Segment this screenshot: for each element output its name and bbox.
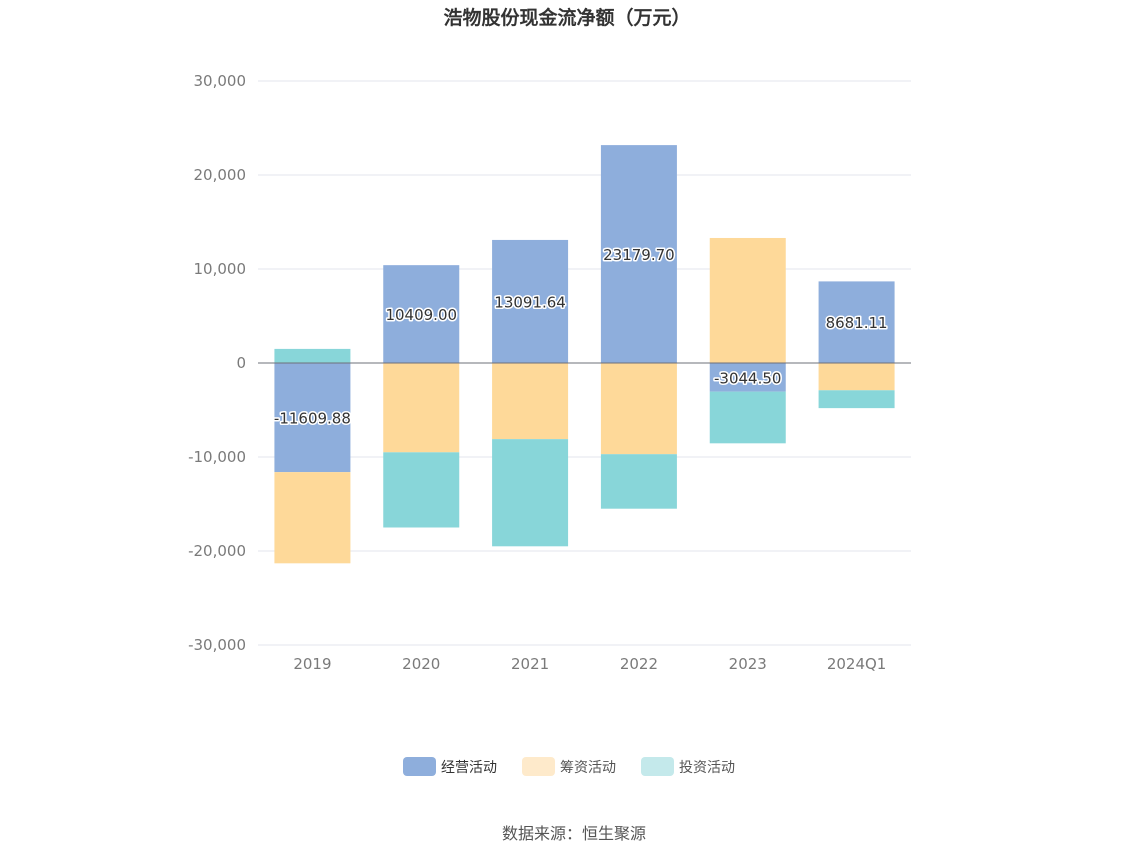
- bar-investing: [274, 348, 351, 363]
- y-tick-label: -30,000: [188, 636, 246, 654]
- data-source: 数据来源：恒生聚源: [502, 824, 646, 843]
- y-axis: 30,000 20,000 10,000 0 -10,000 -20,000 -30,000: [188, 72, 246, 654]
- legend-swatch[interactable]: [522, 757, 555, 776]
- data-label: 8681.11: [826, 314, 888, 332]
- bar-operating: [600, 145, 677, 363]
- x-tick-label: 2020: [402, 655, 440, 673]
- data-labels: -11609.88 10409.00 13091.64 23179.70 -3044.5…: [272, 245, 889, 430]
- bar-series: [274, 145, 895, 564]
- y-tick-label: 10,000: [194, 260, 247, 278]
- bar-operating: [274, 363, 351, 473]
- bar-operating: [818, 281, 895, 363]
- data-label: 13091.64: [494, 293, 566, 311]
- data-label: -11609.88: [274, 410, 351, 428]
- y-tick-label: -20,000: [188, 542, 246, 560]
- bar-investing: [709, 391, 786, 444]
- y-tick-label: 30,000: [194, 72, 247, 90]
- x-tick-label: 2021: [511, 655, 549, 673]
- x-tick-label: 2022: [620, 655, 658, 673]
- data-label: 10409.00: [385, 306, 457, 324]
- bar-operating: [383, 265, 460, 363]
- x-tick-label: 2024Q1: [827, 655, 887, 673]
- x-tick-label: 2023: [729, 655, 767, 673]
- bar-investing: [492, 439, 569, 547]
- x-axis: 2019 2020 2021 2022 2023 2024Q1: [293, 655, 886, 673]
- bar-financing: [383, 363, 460, 453]
- y-tick-label: -10,000: [188, 448, 246, 466]
- grid-lines: [258, 80, 911, 646]
- bar-financing: [818, 363, 895, 391]
- y-tick-label: 0: [236, 354, 246, 372]
- chart-title: 浩物股份现金流净额（万元）: [443, 6, 690, 29]
- legend-label[interactable]: 投资活动: [679, 760, 735, 776]
- bar-operating: [709, 363, 786, 392]
- bar-financing: [274, 472, 351, 564]
- legend-swatch[interactable]: [403, 757, 436, 776]
- data-label: 23179.70: [603, 246, 675, 264]
- bar-investing: [383, 452, 460, 528]
- bar-investing: [818, 390, 895, 409]
- legend-swatch[interactable]: [641, 757, 674, 776]
- bar-operating: [492, 239, 569, 363]
- y-tick-label: 20,000: [194, 166, 247, 184]
- legend-label[interactable]: 经营活动: [441, 760, 497, 776]
- bar-financing: [492, 363, 569, 440]
- bar-investing: [600, 454, 677, 509]
- bar-financing: [600, 363, 677, 455]
- legend: 经营活动 筹资活动 投资活动: [403, 757, 735, 776]
- legend-label[interactable]: 筹资活动: [560, 759, 616, 776]
- bar-financing: [709, 237, 786, 363]
- x-tick-label: 2019: [293, 655, 331, 673]
- data-label: -3044.50: [714, 369, 781, 387]
